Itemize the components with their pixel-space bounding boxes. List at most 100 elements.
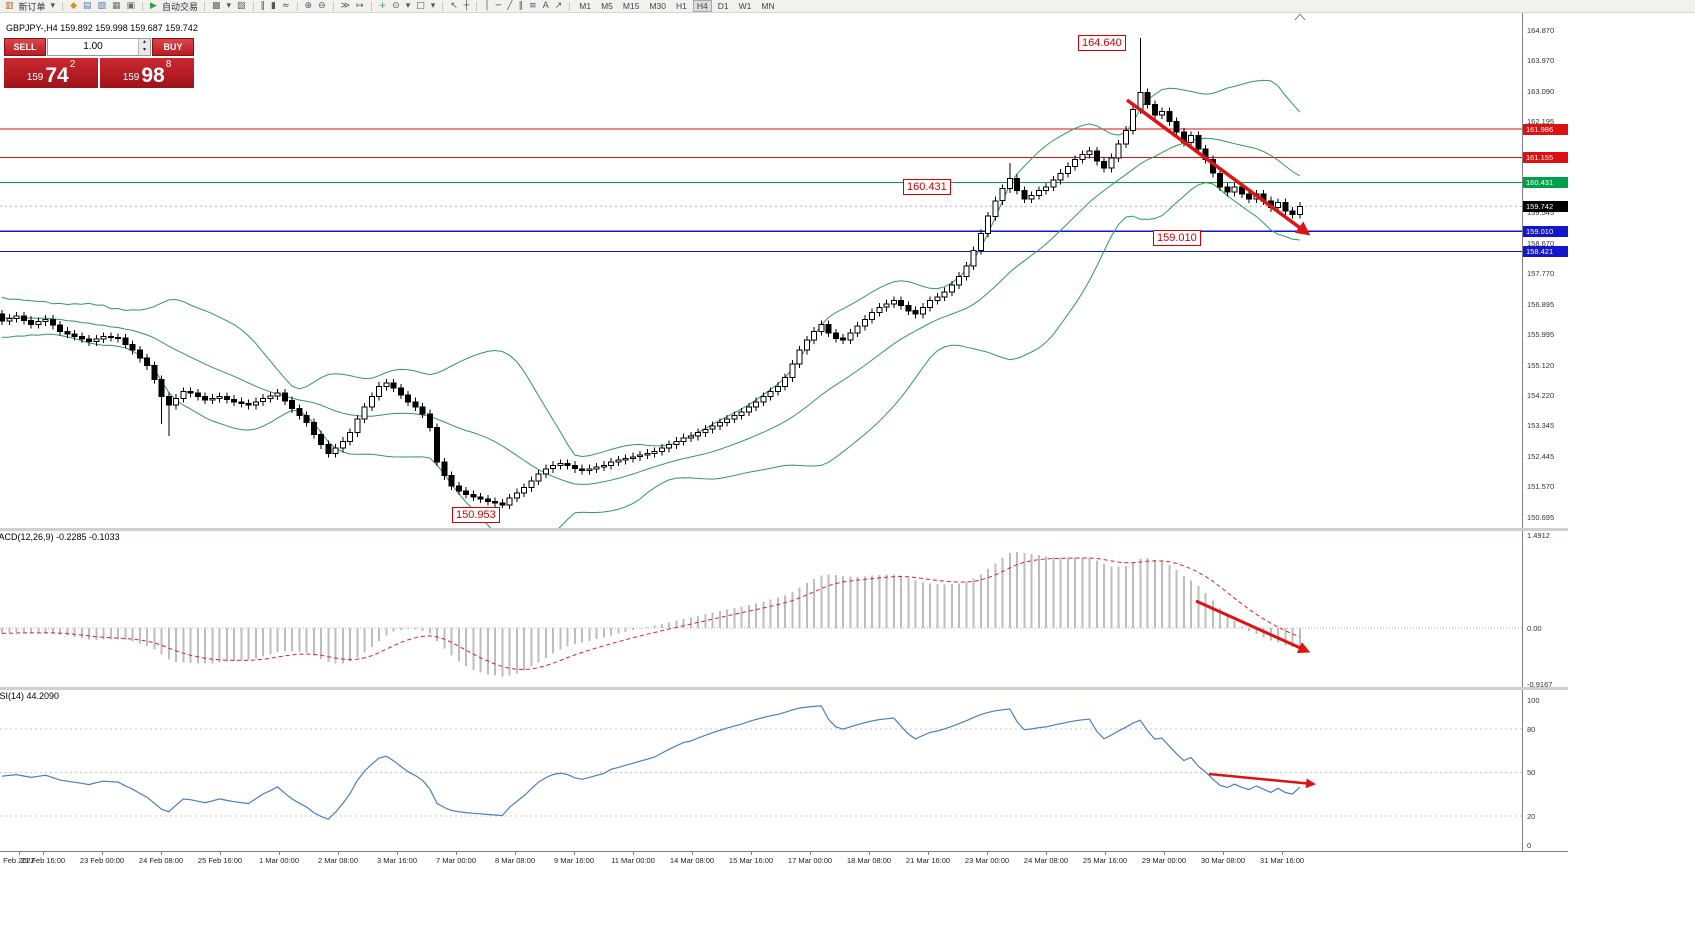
crosshair-icon[interactable]: ┼ xyxy=(463,0,470,11)
bid-integer: 159 xyxy=(26,72,44,83)
candles-chart-icon[interactable]: ▮ xyxy=(271,0,276,11)
bars-chart-icon[interactable]: ‖ xyxy=(260,0,266,11)
panel-divider[interactable] xyxy=(0,528,1568,531)
timeframe-h1-button[interactable]: H1 xyxy=(676,1,687,11)
toolbar-separator xyxy=(62,1,64,11)
toolbar-separator xyxy=(203,1,205,11)
price-axis-label: 156.895 xyxy=(1527,300,1555,309)
volume-value[interactable]: 1.00 xyxy=(83,41,103,52)
volume-down-button[interactable]: ▾ xyxy=(139,47,150,55)
new-order-icon[interactable]: ▥ xyxy=(5,0,14,11)
terminal-icon[interactable]: ▦ xyxy=(112,0,121,11)
timeframe-d1-button[interactable]: D1 xyxy=(717,1,729,11)
channel-icon[interactable]: ∥ xyxy=(518,0,524,11)
time-axis-label: 30 Mar 08:00 xyxy=(1200,856,1246,865)
new-order-caret-icon[interactable]: ▾ xyxy=(50,0,56,11)
time-axis-tick xyxy=(397,852,398,855)
volume-up-button[interactable]: ▴ xyxy=(139,39,150,47)
zoom-out-icon[interactable]: ⊖ xyxy=(318,0,326,11)
rsi-layer xyxy=(0,705,1522,820)
macd-layer xyxy=(0,551,1522,677)
price-callout[interactable]: 160.431 xyxy=(903,179,951,195)
templates-caret-icon[interactable]: ▾ xyxy=(430,0,436,11)
time-axis-label: 25 Mar 16:00 xyxy=(1082,856,1128,865)
timeframe-w1-button[interactable]: W1 xyxy=(738,1,752,11)
time-axis-tick xyxy=(1282,852,1283,855)
price-callout[interactable]: 159.010 xyxy=(1153,230,1201,246)
arrows-icon[interactable]: ↗ xyxy=(554,0,563,11)
time-axis-tick xyxy=(43,852,44,855)
one-click-trade-panel: SELL 1.00 ▴ ▾ BUY 159 74 2 159 98 8 xyxy=(4,38,194,88)
navigator-icon[interactable]: ▧ xyxy=(97,0,107,11)
bid-price-tile[interactable]: 159 74 2 xyxy=(4,58,98,88)
toolbar-separator xyxy=(569,1,571,11)
indicators-icon[interactable]: + xyxy=(378,0,387,11)
price-axis: 164.870 163.970 163.090 162.195 159.545 158.6… xyxy=(1522,13,1568,851)
price-axis-label: 164.870 xyxy=(1527,26,1555,35)
time-axis-label: 8 Mar 08:00 xyxy=(494,856,536,865)
auto-scroll-icon[interactable]: ≫ xyxy=(340,0,351,11)
time-axis-label: 14 Mar 08:00 xyxy=(669,856,715,865)
volume-stepper[interactable]: 1.00 ▴ ▾ xyxy=(47,38,151,56)
timeframe-h4-button[interactable]: H4 xyxy=(692,0,712,12)
chart-annotations-layer: 164.640 160.431 159.010 150.953 xyxy=(0,13,1522,528)
rsi-axis-label: 20 xyxy=(1527,812,1536,821)
trend-arrow[interactable] xyxy=(1125,98,1311,236)
timeframe-m1-button[interactable]: M1 xyxy=(579,1,592,11)
trend-arrow[interactable] xyxy=(1195,599,1311,654)
periods-icon[interactable]: ⊙ xyxy=(392,0,400,11)
chart-shift-icon[interactable]: ↦ xyxy=(356,0,364,11)
toolbar-separator xyxy=(252,1,254,11)
price-axis-badge: 161.986 xyxy=(1523,124,1568,135)
horizontal-line-icon[interactable]: ─ xyxy=(495,0,502,11)
buy-button[interactable]: BUY xyxy=(152,38,194,56)
zoom-in-icon[interactable]: ⊕ xyxy=(304,0,313,11)
ask-price-tile[interactable]: 159 98 8 xyxy=(100,58,194,88)
text-icon[interactable]: A xyxy=(542,0,549,11)
market-watch-icon[interactable]: ◆ xyxy=(70,0,77,11)
cursor-icon[interactable]: ↖ xyxy=(450,0,458,11)
timeframe-m30-button[interactable]: M30 xyxy=(649,1,666,11)
trend-arrow[interactable] xyxy=(1208,772,1316,789)
time-axis-tick xyxy=(515,852,516,855)
time-axis-tick xyxy=(102,852,103,855)
timeframe-mn-button[interactable]: MN xyxy=(761,1,775,11)
templates-icon[interactable]: □ xyxy=(416,0,425,11)
time-axis-label: 23 Feb 00:00 xyxy=(79,856,125,865)
toolbar-separator xyxy=(332,1,334,11)
price-axis-label: 155.995 xyxy=(1527,330,1555,339)
chart-shift-marker[interactable] xyxy=(1294,13,1306,21)
data-window-icon[interactable]: ▤ xyxy=(82,0,92,11)
time-axis-label: 2 Mar 08:00 xyxy=(317,856,359,865)
time-axis-label: 15 Mar 16:00 xyxy=(728,856,774,865)
price-callout[interactable]: 164.640 xyxy=(1078,35,1126,51)
price-callout[interactable]: 150.953 xyxy=(452,507,500,523)
time-axis-label: 24 Mar 08:00 xyxy=(1023,856,1069,865)
trade-prices-row: 159 74 2 159 98 8 xyxy=(4,58,194,88)
new-chart-caret-icon[interactable]: ▾ xyxy=(226,0,232,11)
strategy-tester-icon[interactable]: ▣ xyxy=(126,0,136,11)
time-axis-tick xyxy=(751,852,752,855)
price-axis-label: 158.670 xyxy=(1527,239,1555,248)
trendline-icon[interactable]: ╱ xyxy=(507,0,513,11)
sell-button[interactable]: SELL xyxy=(4,38,46,56)
new-order-label[interactable]: 新订单 xyxy=(18,1,46,12)
panel-divider[interactable] xyxy=(0,687,1568,690)
line-chart-icon[interactable]: ≈ xyxy=(282,0,290,11)
fibonacci-icon[interactable]: ≡ xyxy=(529,0,537,11)
time-axis-tick xyxy=(19,852,20,855)
vertical-line-icon[interactable]: │ xyxy=(484,0,490,11)
autotrade-play-icon[interactable]: ▶ xyxy=(150,0,157,11)
chart-canvas xyxy=(0,13,1522,820)
timeframe-m15-button[interactable]: M15 xyxy=(622,1,640,11)
time-axis-tick xyxy=(692,852,693,855)
timeframe-m5-button[interactable]: M5 xyxy=(601,1,613,11)
profiles-icon[interactable]: ▨ xyxy=(237,0,246,11)
trade-buttons-row: SELL 1.00 ▴ ▾ BUY xyxy=(4,38,194,56)
autotrade-label[interactable]: 自动交易 xyxy=(161,1,198,12)
new-chart-icon[interactable]: ▩ xyxy=(211,0,221,11)
bollinger-upper-band xyxy=(1,79,1301,458)
toolbar-separator xyxy=(476,1,478,11)
time-axis-label: 1 Mar 00:00 xyxy=(258,856,300,865)
periods-caret-icon[interactable]: ▾ xyxy=(405,0,411,11)
